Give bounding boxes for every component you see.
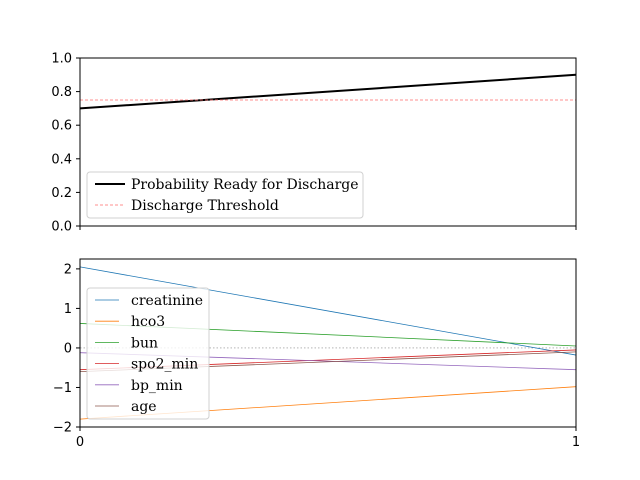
x-tick-label: 1 (572, 435, 580, 450)
axes-frame (79, 57, 577, 227)
y-tick-label: −2 (53, 421, 72, 436)
bottom-panel-features: −2 −1 0 1 2 0 1 creatinine hco3 bun spo2_min bp_min… (53, 258, 580, 450)
y-tick-label: 0.2 (51, 186, 72, 201)
legend-label-probability-ready-for-discharge: Probability Ready for Discharge (131, 177, 359, 193)
series-line-creatinine (79, 266, 577, 356)
top-panel-probability: 0.0 0.2 0.4 0.6 0.8 1.0 Probability Ready for … (51, 52, 577, 235)
x-tick-label: 0 (76, 435, 84, 450)
axes-frame (79, 258, 577, 428)
legend-label-age: age (131, 399, 157, 415)
legend-label-discharge-threshold: Discharge Threshold (131, 198, 279, 214)
y-tick-label: 0.0 (51, 220, 72, 235)
y-tick-label: 2 (64, 262, 72, 277)
legend-box (86, 287, 210, 420)
legend-label-spo2-min: spo2_min (131, 357, 198, 373)
y-tick-label: 1 (64, 302, 72, 317)
y-tick-label: 0 (64, 341, 72, 356)
legend-label-bun: bun (131, 335, 158, 351)
y-tick-label: 1.0 (51, 52, 72, 67)
y-tick-label: 0.4 (51, 152, 72, 167)
y-tick-label: 0.6 (51, 119, 72, 134)
series-line-probability-ready-for-discharge (79, 73, 577, 110)
legend: Probability Ready for Discharge Discharge… (86, 171, 364, 219)
legend-label-creatinine: creatinine (131, 293, 203, 309)
legend-label-hco3: hco3 (131, 314, 165, 330)
y-tick-label: 0.8 (51, 85, 72, 100)
legend-box (86, 171, 364, 219)
y-tick-label: −1 (53, 381, 72, 396)
legend-label-bp-min: bp_min (131, 378, 183, 394)
